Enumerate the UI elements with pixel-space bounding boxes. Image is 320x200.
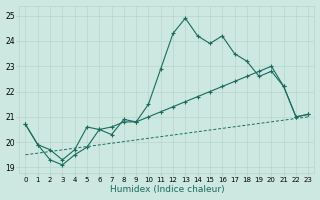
X-axis label: Humidex (Indice chaleur): Humidex (Indice chaleur) [109, 185, 224, 194]
